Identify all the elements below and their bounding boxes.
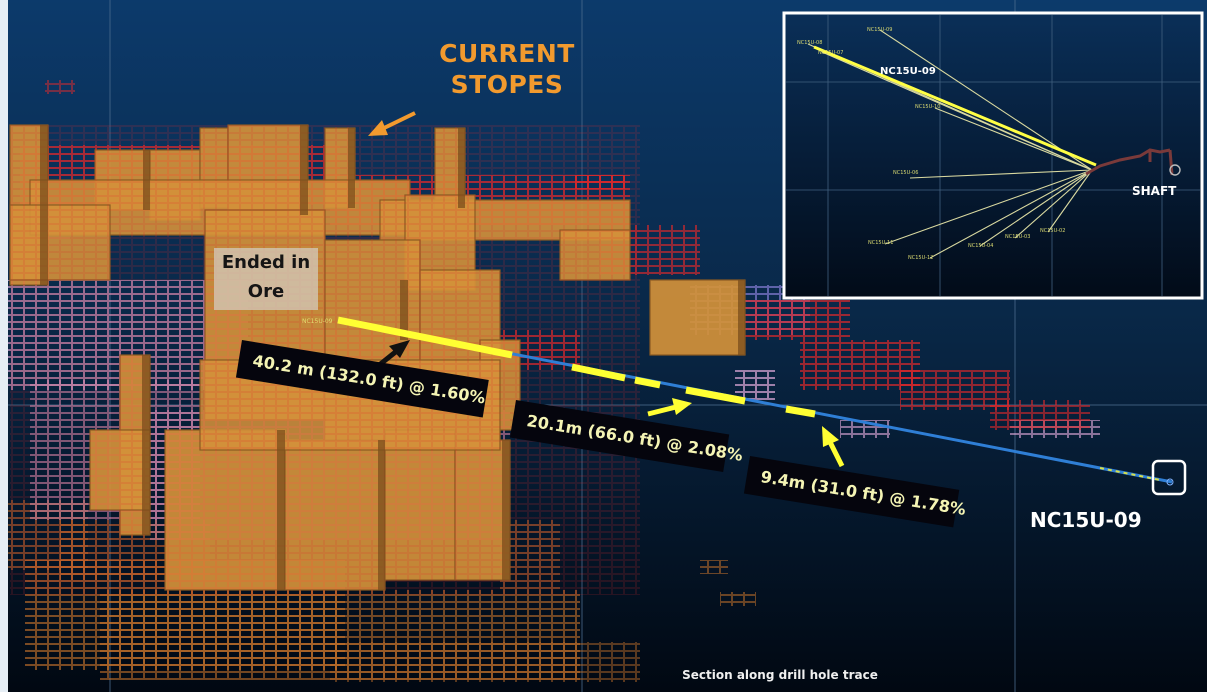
left-border: [0, 0, 8, 692]
shaft-label: SHAFT: [1132, 184, 1177, 198]
intercept-2-arrow: [647, 398, 692, 417]
inset-hole-tag: NC15U-06: [893, 170, 919, 176]
inset-hole-tag: NC15U-07: [818, 50, 844, 56]
inset-hole-tag: NC15U-02: [1040, 228, 1066, 234]
inset-hole-tag: NC15U-03: [1005, 234, 1031, 240]
inset-hole-tag: NC15U-08: [797, 40, 823, 46]
stope-shading: [40, 125, 745, 590]
intercept-2b: [634, 376, 661, 389]
end-of-hole-marker: [1151, 459, 1187, 496]
intercept-2c: [685, 386, 746, 405]
section-caption: Section along drill hole trace: [682, 668, 878, 682]
mineralized-intercepts: [337, 316, 816, 418]
intercept-3: [785, 405, 816, 418]
inset-highlight-hole: [813, 45, 1097, 167]
current-stopes-label: CURRENT STOPES: [439, 39, 575, 99]
ended-in-ore-label: Ended in Ore: [214, 248, 318, 310]
intercept-3-arrow: [822, 426, 845, 468]
inset-hole-tag: NC15U-10: [915, 104, 941, 110]
inset-plan-view: [782, 11, 1204, 300]
hole-end-point: [1166, 478, 1174, 486]
stopes-arrow: [368, 111, 416, 136]
intercept-1: [337, 316, 513, 359]
inset-hole-label: NC15U-09: [880, 66, 936, 77]
inset-hole-tag: NC15U-11: [868, 240, 894, 246]
collar-tag: NC15U-09: [302, 318, 333, 325]
intercept-2a: [571, 363, 626, 382]
drill-hole-name: NC15U-09: [1030, 508, 1142, 532]
inset-hole-tag: NC15U-04: [968, 243, 994, 249]
inset-hole-tag: NC15U-12: [908, 255, 934, 261]
inset-hole-tag: NC15U-09: [867, 27, 893, 33]
